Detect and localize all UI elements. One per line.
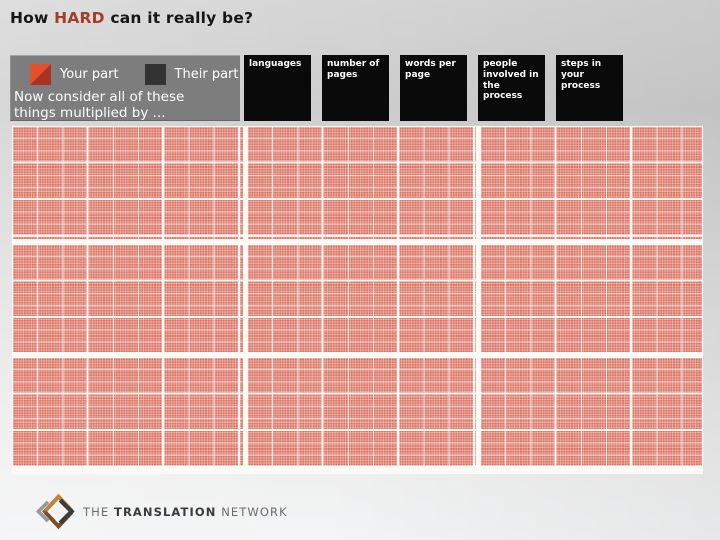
multiplication-grid [12,126,703,474]
grid-block [481,127,702,239]
factor-box-languages: languages [244,55,311,121]
grid-block [481,358,702,466]
factor-box-people-involved: people involved in the process [478,55,545,121]
slide-title: How HARD can it really be? [10,9,253,27]
brand-name: TRANSLATION [114,504,217,519]
brand-text: THE TRANSLATION NETWORK [83,505,288,519]
translation-network-logo-icon [35,493,75,530]
grid-block [248,127,476,239]
factor-boxes: languages number of pages words per page… [244,55,623,121]
grid-block [13,127,243,239]
grid-block [248,245,476,352]
grid-block [13,358,243,466]
their-part-label: Their part [174,66,239,82]
slide-title-suffix: can it really be? [104,9,254,27]
footer-brand: THE TRANSLATION NETWORK [34,493,288,530]
your-part-label: Your part [60,66,119,82]
factor-box-number-of-pages: number of pages [322,55,389,121]
grid-block [248,358,476,466]
brand-the: THE [83,504,114,519]
your-part-swatch [30,63,51,85]
factor-box-words-per-page: words per page [400,55,467,121]
factor-box-steps-in-process: steps in your process [556,55,623,121]
slide-title-prefix: How [10,9,55,27]
brand-network: NETWORK [216,504,288,519]
legend-panel: Your part Their part Now consider all of… [10,55,240,121]
grid-block [481,245,702,352]
slide-title-emphasis: HARD [54,9,105,27]
grid-block [13,245,243,352]
legend-caption: Now consider all of these things multipl… [14,89,185,121]
legend-row: Your part Their part [10,55,240,85]
their-part-swatch [144,63,166,85]
